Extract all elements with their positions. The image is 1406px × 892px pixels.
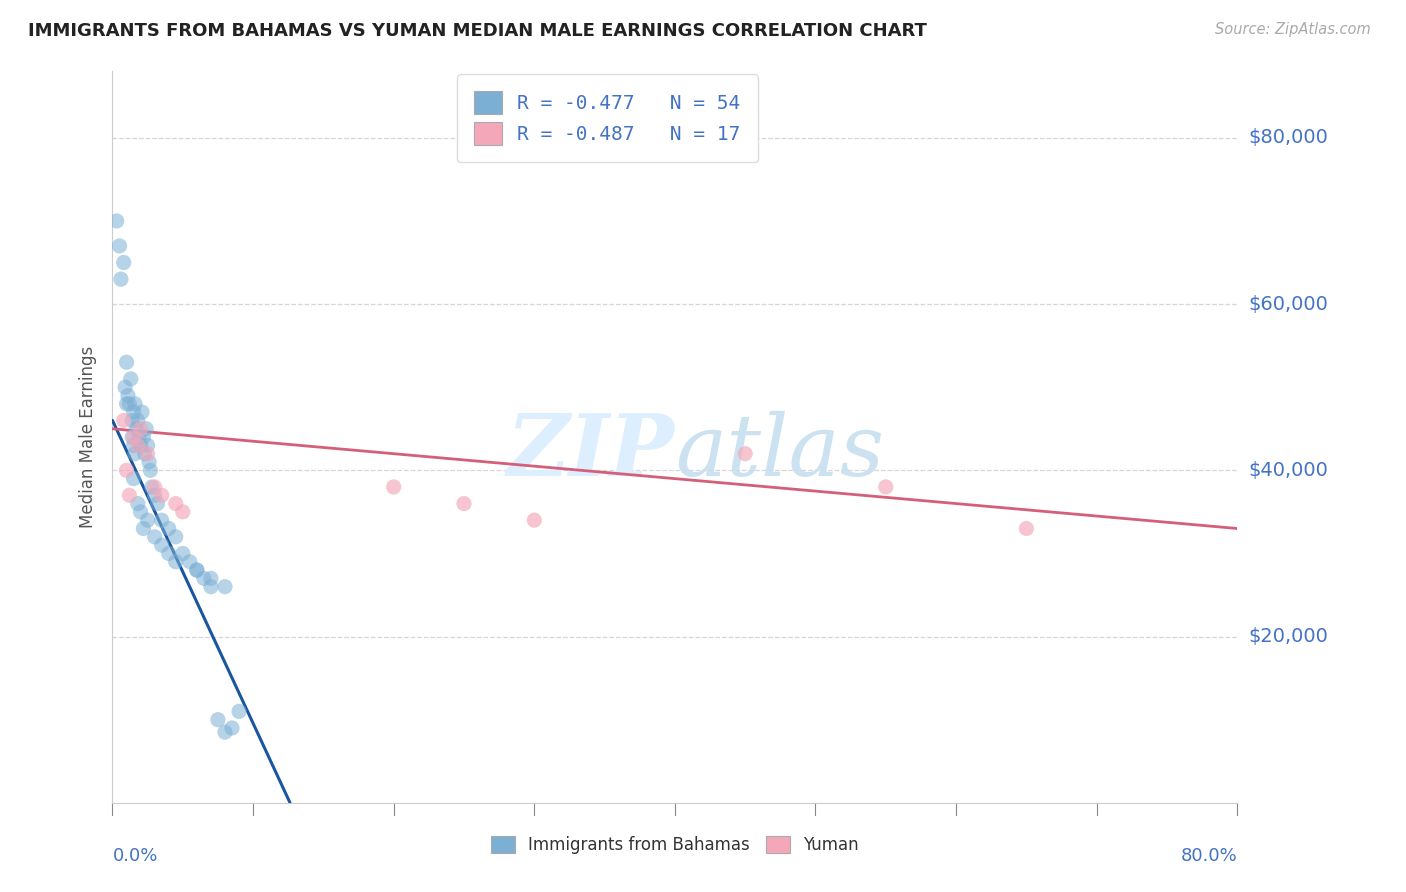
Point: [122, 472, 145, 486]
Point: [110, 272, 132, 286]
Point: [118, 488, 141, 502]
Point: [131, 405, 153, 419]
Text: 80.0%: 80.0%: [1181, 847, 1237, 864]
Point: [105, 214, 128, 228]
Point: [136, 438, 159, 452]
Point: [382, 480, 405, 494]
Point: [135, 422, 157, 436]
Point: [179, 555, 201, 569]
Point: [214, 725, 236, 739]
Point: [136, 513, 159, 527]
Text: $80,000: $80,000: [1249, 128, 1329, 147]
Point: [207, 713, 229, 727]
Point: [150, 488, 173, 502]
Text: $40,000: $40,000: [1249, 461, 1329, 480]
Point: [193, 571, 215, 585]
Point: [734, 447, 756, 461]
Point: [115, 397, 138, 411]
Point: [132, 430, 155, 444]
Point: [125, 422, 148, 436]
Point: [165, 530, 187, 544]
Point: [128, 430, 150, 444]
Point: [143, 480, 166, 494]
Text: atlas: atlas: [675, 410, 884, 493]
Point: [129, 505, 152, 519]
Point: [143, 488, 166, 502]
Text: IMMIGRANTS FROM BAHAMAS VS YUMAN MEDIAN MALE EARNINGS CORRELATION CHART: IMMIGRANTS FROM BAHAMAS VS YUMAN MEDIAN …: [28, 22, 927, 40]
Point: [124, 447, 146, 461]
Point: [134, 447, 156, 461]
Point: [138, 455, 160, 469]
Point: [124, 397, 146, 411]
Point: [115, 463, 138, 477]
Point: [136, 447, 159, 461]
Point: [186, 563, 208, 577]
Text: Source: ZipAtlas.com: Source: ZipAtlas.com: [1215, 22, 1371, 37]
Point: [117, 388, 139, 402]
Text: $20,000: $20,000: [1249, 627, 1329, 646]
Point: [129, 422, 152, 436]
Point: [112, 413, 135, 427]
Point: [122, 430, 145, 444]
Point: [108, 239, 131, 253]
Point: [132, 521, 155, 535]
Point: [186, 563, 208, 577]
Point: [120, 372, 142, 386]
Point: [121, 430, 143, 444]
Point: [127, 438, 149, 452]
Point: [118, 397, 141, 411]
Point: [150, 538, 173, 552]
Point: [143, 530, 166, 544]
Legend: Immigrants from Bahamas, Yuman: Immigrants from Bahamas, Yuman: [478, 822, 872, 868]
Point: [228, 705, 250, 719]
Text: ZIP: ZIP: [508, 410, 675, 493]
Point: [139, 463, 162, 477]
Point: [200, 580, 222, 594]
Point: [122, 438, 145, 452]
Point: [165, 555, 187, 569]
Point: [453, 497, 475, 511]
Point: [129, 438, 152, 452]
Text: 0.0%: 0.0%: [112, 847, 157, 864]
Point: [214, 580, 236, 594]
Point: [875, 480, 897, 494]
Point: [114, 380, 136, 394]
Point: [127, 497, 149, 511]
Point: [221, 721, 243, 735]
Point: [115, 355, 138, 369]
Point: [157, 546, 180, 560]
Point: [122, 405, 145, 419]
Point: [1015, 521, 1038, 535]
Point: [121, 413, 143, 427]
Point: [112, 255, 135, 269]
Point: [127, 413, 149, 427]
Point: [523, 513, 546, 527]
Point: [150, 513, 173, 527]
Point: [200, 571, 222, 585]
Point: [146, 497, 169, 511]
Point: [165, 497, 187, 511]
Point: [157, 521, 180, 535]
Point: [172, 505, 194, 519]
Point: [172, 546, 194, 560]
Point: [141, 480, 163, 494]
Text: $60,000: $60,000: [1249, 294, 1329, 314]
Y-axis label: Median Male Earnings: Median Male Earnings: [79, 346, 97, 528]
